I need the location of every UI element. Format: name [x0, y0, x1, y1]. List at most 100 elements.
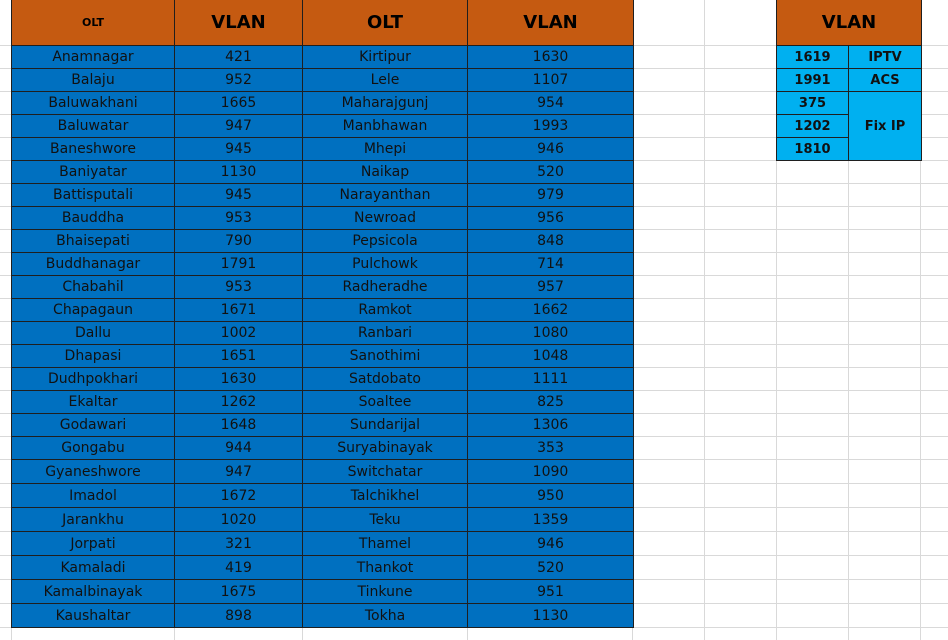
olt-name-cell[interactable]: Chabahil: [11, 275, 175, 299]
vlan-cell[interactable]: 1630: [467, 45, 634, 69]
olt-name-cell[interactable]: Pulchowk: [302, 252, 468, 276]
vlan-cell[interactable]: 1991: [776, 68, 849, 92]
olt-name-cell[interactable]: Soaltee: [302, 390, 468, 414]
olt-name-cell[interactable]: Kamaladi: [11, 555, 175, 580]
olt-name-cell[interactable]: Ranbari: [302, 321, 468, 345]
olt-name-cell[interactable]: Dallu: [11, 321, 175, 345]
vlan-cell[interactable]: 1810: [776, 137, 849, 161]
olt-name-cell[interactable]: Radheradhe: [302, 275, 468, 299]
olt-name-cell[interactable]: Kaushaltar: [11, 603, 175, 628]
vlan-cell[interactable]: 1111: [467, 367, 634, 391]
vlan-cell[interactable]: 520: [467, 555, 634, 580]
olt-name-cell[interactable]: Suryabinayak: [302, 436, 468, 460]
vlan-cell[interactable]: 1791: [174, 252, 303, 276]
olt-name-cell[interactable]: Baneshwore: [11, 137, 175, 161]
vlan-cell[interactable]: 1648: [174, 413, 303, 437]
vlan-cell[interactable]: 1130: [467, 603, 634, 628]
vlan-cell[interactable]: 947: [174, 459, 303, 484]
vlan-cell[interactable]: 952: [174, 68, 303, 92]
vlan-purpose-cell[interactable]: ACS: [848, 68, 922, 92]
olt-name-cell[interactable]: Baluwakhani: [11, 91, 175, 115]
olt-name-cell[interactable]: Balaju: [11, 68, 175, 92]
vlan-cell[interactable]: 825: [467, 390, 634, 414]
olt-name-cell[interactable]: Thamel: [302, 531, 468, 556]
side-header-vlan[interactable]: VLAN: [776, 0, 922, 46]
olt-name-cell[interactable]: Maharajgunj: [302, 91, 468, 115]
olt-name-cell[interactable]: Pepsicola: [302, 229, 468, 253]
olt-name-cell[interactable]: Naikap: [302, 160, 468, 184]
olt-name-cell[interactable]: Bauddha: [11, 206, 175, 230]
olt-name-cell[interactable]: Mhepi: [302, 137, 468, 161]
vlan-cell[interactable]: 353: [467, 436, 634, 460]
vlan-cell[interactable]: 1002: [174, 321, 303, 345]
vlan-cell[interactable]: 946: [467, 531, 634, 556]
olt-name-cell[interactable]: Imadol: [11, 483, 175, 508]
vlan-cell[interactable]: 1262: [174, 390, 303, 414]
olt-name-cell[interactable]: Lele: [302, 68, 468, 92]
vlan-cell[interactable]: 953: [174, 275, 303, 299]
olt-name-cell[interactable]: Jarankhu: [11, 507, 175, 532]
vlan-cell[interactable]: 1107: [467, 68, 634, 92]
vlan-cell[interactable]: 848: [467, 229, 634, 253]
vlan-cell[interactable]: 947: [174, 114, 303, 138]
vlan-cell[interactable]: 953: [174, 206, 303, 230]
olt-name-cell[interactable]: Battisputali: [11, 183, 175, 207]
vlan-cell[interactable]: 944: [174, 436, 303, 460]
olt-name-cell[interactable]: Switchatar: [302, 459, 468, 484]
vlan-cell[interactable]: 1662: [467, 298, 634, 322]
olt-name-cell[interactable]: Kamalbinayak: [11, 579, 175, 604]
header-vlan-2[interactable]: VLAN: [467, 0, 634, 46]
vlan-cell[interactable]: 1306: [467, 413, 634, 437]
olt-name-cell[interactable]: Dudhpokhari: [11, 367, 175, 391]
header-olt-2[interactable]: OLT: [302, 0, 468, 46]
olt-name-cell[interactable]: Buddhanagar: [11, 252, 175, 276]
header-olt-1[interactable]: OLT: [11, 0, 175, 46]
vlan-cell[interactable]: 1048: [467, 344, 634, 368]
olt-name-cell[interactable]: Thankot: [302, 555, 468, 580]
vlan-cell[interactable]: 1202: [776, 114, 849, 138]
olt-name-cell[interactable]: Dhapasi: [11, 344, 175, 368]
vlan-cell[interactable]: 1665: [174, 91, 303, 115]
vlan-cell[interactable]: 1020: [174, 507, 303, 532]
olt-name-cell[interactable]: Bhaisepati: [11, 229, 175, 253]
olt-name-cell[interactable]: Baniyatar: [11, 160, 175, 184]
vlan-cell[interactable]: 1671: [174, 298, 303, 322]
vlan-cell[interactable]: 1672: [174, 483, 303, 508]
vlan-cell[interactable]: 1675: [174, 579, 303, 604]
olt-name-cell[interactable]: Talchikhel: [302, 483, 468, 508]
vlan-cell[interactable]: 957: [467, 275, 634, 299]
vlan-purpose-cell-merged[interactable]: Fix IP: [848, 91, 922, 161]
vlan-cell[interactable]: 956: [467, 206, 634, 230]
olt-name-cell[interactable]: Narayanthan: [302, 183, 468, 207]
vlan-cell[interactable]: 419: [174, 555, 303, 580]
vlan-cell[interactable]: 714: [467, 252, 634, 276]
vlan-cell[interactable]: 1080: [467, 321, 634, 345]
vlan-cell[interactable]: 1359: [467, 507, 634, 532]
vlan-cell[interactable]: 421: [174, 45, 303, 69]
vlan-cell[interactable]: 520: [467, 160, 634, 184]
olt-name-cell[interactable]: Newroad: [302, 206, 468, 230]
olt-name-cell[interactable]: Sanothimi: [302, 344, 468, 368]
vlan-cell[interactable]: 945: [174, 137, 303, 161]
vlan-cell[interactable]: 954: [467, 91, 634, 115]
vlan-cell[interactable]: 898: [174, 603, 303, 628]
olt-name-cell[interactable]: Kirtipur: [302, 45, 468, 69]
vlan-cell[interactable]: 951: [467, 579, 634, 604]
olt-name-cell[interactable]: Tokha: [302, 603, 468, 628]
vlan-cell[interactable]: 950: [467, 483, 634, 508]
vlan-cell[interactable]: 790: [174, 229, 303, 253]
vlan-purpose-cell[interactable]: IPTV: [848, 45, 922, 69]
olt-name-cell[interactable]: Tinkune: [302, 579, 468, 604]
olt-name-cell[interactable]: Ramkot: [302, 298, 468, 322]
vlan-cell[interactable]: 375: [776, 91, 849, 115]
vlan-cell[interactable]: 979: [467, 183, 634, 207]
olt-name-cell[interactable]: Gyaneshwore: [11, 459, 175, 484]
vlan-cell[interactable]: 1130: [174, 160, 303, 184]
olt-name-cell[interactable]: Chapagaun: [11, 298, 175, 322]
vlan-cell[interactable]: 1619: [776, 45, 849, 69]
olt-name-cell[interactable]: Sundarijal: [302, 413, 468, 437]
olt-name-cell[interactable]: Anamnagar: [11, 45, 175, 69]
olt-name-cell[interactable]: Satdobato: [302, 367, 468, 391]
olt-name-cell[interactable]: Ekaltar: [11, 390, 175, 414]
olt-name-cell[interactable]: Jorpati: [11, 531, 175, 556]
